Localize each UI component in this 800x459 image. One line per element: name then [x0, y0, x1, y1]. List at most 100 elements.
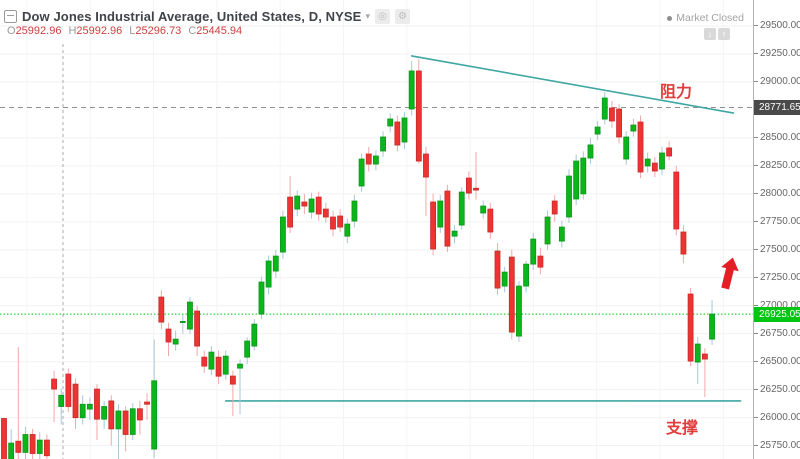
candle-body[interactable] — [380, 136, 386, 152]
candle-body[interactable] — [144, 401, 150, 405]
candle-body[interactable] — [465, 177, 472, 194]
candle-body[interactable] — [558, 226, 565, 242]
candle-body[interactable] — [265, 260, 272, 288]
candle-body[interactable] — [301, 201, 308, 207]
candle-body[interactable] — [516, 285, 522, 337]
candle-body[interactable] — [623, 136, 630, 160]
candle-body[interactable] — [294, 195, 301, 210]
candle-body[interactable] — [136, 408, 143, 421]
candle-body[interactable] — [36, 439, 43, 454]
candle-body[interactable] — [408, 70, 415, 110]
price-chart[interactable] — [0, 0, 753, 459]
candle-body[interactable] — [609, 107, 615, 122]
candle-body[interactable] — [58, 394, 65, 407]
candle-body[interactable] — [701, 353, 708, 360]
candle-body[interactable] — [344, 223, 351, 237]
candle-body[interactable] — [573, 160, 580, 200]
candle-body[interactable] — [709, 313, 715, 340]
candle-body[interactable] — [601, 97, 608, 120]
candle-body[interactable] — [444, 190, 451, 247]
resistance-trendline[interactable] — [410, 55, 735, 114]
candle-body[interactable] — [272, 255, 279, 272]
candle-body[interactable] — [687, 293, 694, 362]
candle-body[interactable] — [51, 378, 57, 390]
candle-body[interactable] — [523, 263, 529, 287]
candle-body[interactable] — [251, 323, 258, 347]
candles[interactable] — [1, 58, 715, 459]
candle-body[interactable] — [315, 196, 322, 215]
candle-body[interactable] — [122, 410, 129, 435]
candle-body[interactable] — [330, 216, 336, 230]
level-price-label[interactable]: 28771.65 — [754, 99, 800, 115]
candle-body[interactable] — [94, 388, 100, 420]
price-axis[interactable]: 28771.65 26925.05 29500.00 29250.00 29000.… — [753, 0, 800, 459]
candle-body[interactable] — [65, 373, 72, 407]
candle-body[interactable] — [165, 328, 172, 343]
candle-body[interactable] — [637, 121, 644, 173]
candle-body[interactable] — [373, 155, 379, 165]
candle-body[interactable] — [86, 403, 93, 410]
candle-body[interactable] — [494, 250, 501, 289]
candle-body[interactable] — [508, 256, 515, 333]
candle-body[interactable] — [222, 355, 229, 375]
candle-body[interactable] — [480, 205, 487, 214]
arrow-up-button[interactable]: ↑ — [718, 28, 730, 40]
candle-body[interactable] — [651, 162, 658, 172]
gear-icon[interactable]: ⚙ — [394, 9, 410, 24]
candle-body[interactable] — [258, 281, 265, 315]
candle-body[interactable] — [437, 200, 444, 228]
candle-body[interactable] — [1, 418, 7, 459]
candle-body[interactable] — [537, 255, 544, 268]
candle-body[interactable] — [680, 231, 687, 255]
candle-body[interactable] — [308, 198, 315, 213]
up-arrow-drawing[interactable] — [716, 255, 741, 290]
candle-body[interactable] — [172, 338, 179, 345]
resistance-annotation[interactable]: 阻力 — [660, 84, 693, 101]
support-annotation[interactable]: 支撑 — [666, 420, 699, 437]
arrow-down-button[interactable]: ↓ — [704, 28, 716, 40]
candle-body[interactable] — [322, 208, 329, 218]
candle-body[interactable] — [108, 400, 115, 430]
eye-icon[interactable]: ◎ — [374, 9, 390, 24]
candle-body[interactable] — [208, 351, 215, 370]
candle-body[interactable] — [644, 158, 651, 167]
candle-body[interactable] — [415, 70, 422, 162]
candle-body[interactable] — [244, 340, 251, 358]
chevron-down-icon[interactable]: ▾ — [365, 11, 370, 21]
candle-body[interactable] — [151, 380, 158, 450]
candle-body[interactable] — [473, 187, 479, 191]
symbol-title[interactable]: Dow Jones Industrial Average, United Sta… — [22, 9, 362, 24]
candle-body[interactable] — [287, 196, 293, 228]
candle-body[interactable] — [394, 121, 401, 146]
candle-body[interactable] — [22, 434, 29, 453]
candle-body[interactable] — [458, 191, 465, 226]
candle-body[interactable] — [530, 238, 537, 265]
candle-body[interactable] — [15, 440, 22, 453]
candle-body[interactable] — [566, 175, 572, 218]
candle-body[interactable] — [694, 343, 701, 363]
candle-body[interactable] — [280, 216, 286, 253]
candle-body[interactable] — [115, 410, 122, 430]
candle-body[interactable] — [237, 363, 243, 369]
candle-body[interactable] — [666, 147, 673, 157]
candle-body[interactable] — [673, 171, 680, 230]
candle-body[interactable] — [194, 310, 201, 347]
candle-body[interactable] — [351, 200, 358, 222]
candle-body[interactable] — [587, 144, 594, 159]
candle-body[interactable] — [659, 152, 665, 170]
candle-body[interactable] — [201, 356, 208, 367]
candle-body[interactable] — [72, 383, 79, 419]
candle-body[interactable] — [179, 321, 186, 323]
candle-body[interactable] — [487, 208, 494, 233]
candle-body[interactable] — [501, 271, 508, 287]
collapse-icon[interactable] — [4, 10, 17, 23]
candle-body[interactable] — [401, 117, 408, 143]
candle-body[interactable] — [215, 356, 222, 377]
candle-body[interactable] — [580, 157, 587, 195]
candle-body[interactable] — [630, 124, 637, 132]
candle-body[interactable] — [337, 215, 344, 228]
candle-body[interactable] — [594, 126, 601, 135]
candle-body[interactable] — [551, 200, 558, 215]
candle-body[interactable] — [8, 442, 15, 459]
candle-body[interactable] — [29, 434, 36, 454]
